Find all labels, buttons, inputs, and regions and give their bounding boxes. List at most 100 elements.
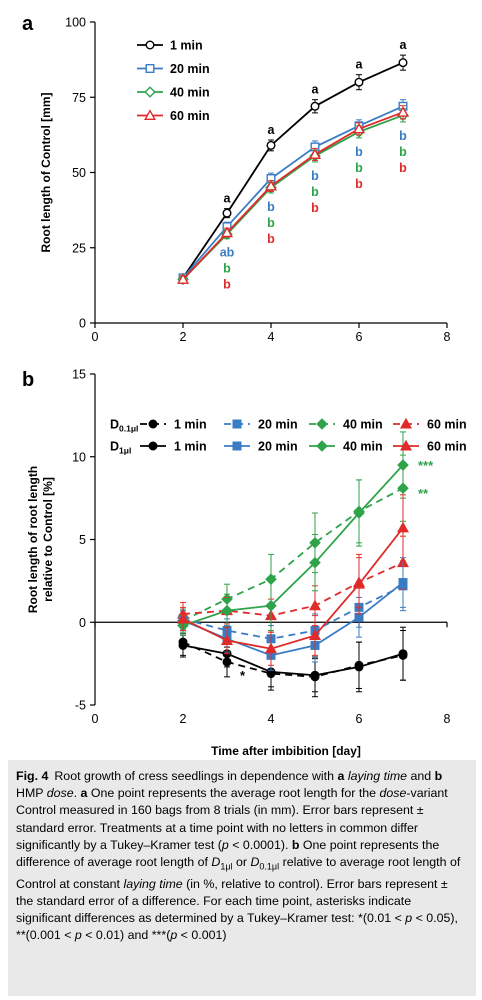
y-tick-label: 10 xyxy=(72,450,86,464)
significance-asterisk: ** xyxy=(418,486,429,501)
significance-letter: b xyxy=(311,185,319,199)
caption-run: p xyxy=(74,928,82,943)
significance-letter: b xyxy=(399,129,407,143)
significance-letter: b xyxy=(311,201,319,215)
caption-run: < 0.05), **(0.001 < xyxy=(16,911,458,943)
x-tick-label: 2 xyxy=(180,330,187,344)
significance-letter: b xyxy=(223,278,231,292)
legend-label: 60 min xyxy=(427,418,467,432)
data-point xyxy=(354,77,364,87)
x-axis-label: Time after imbibition [day] xyxy=(211,744,361,758)
series-line-60-min xyxy=(182,561,404,617)
series-line-20-min xyxy=(182,581,404,657)
caption-run: D xyxy=(211,855,221,870)
data-point xyxy=(398,578,408,588)
data-point xyxy=(265,642,277,654)
legend-label: 60 min xyxy=(427,440,467,454)
legend-row-label: D0.1μl xyxy=(110,418,138,434)
series-line-40-min xyxy=(182,114,404,280)
caption-run: laying time xyxy=(123,876,183,891)
data-point xyxy=(221,634,233,645)
data-point xyxy=(310,101,320,111)
legend-marker xyxy=(400,417,412,429)
x-tick-label: 0 xyxy=(92,330,99,344)
data-point xyxy=(221,604,233,617)
series-line-60-min xyxy=(182,111,404,280)
caption-run: One point represents the average root le… xyxy=(87,786,380,801)
caption-run: -variant Control measured in 160 bags fr… xyxy=(16,786,448,852)
series-line-20-min xyxy=(182,585,404,640)
data-point xyxy=(353,577,365,589)
caption-run: 0.1μl xyxy=(259,861,280,872)
caption-run: relative to average root length of Contr… xyxy=(16,855,461,891)
y-tick-label: 15 xyxy=(72,368,86,382)
legend-label: 40 min xyxy=(170,86,210,100)
legend-marker xyxy=(232,441,242,451)
x-tick-label: 8 xyxy=(444,330,451,344)
legend-marker xyxy=(145,40,155,50)
x-tick-label: 6 xyxy=(356,712,363,726)
series-line-40-min xyxy=(182,487,404,622)
caption-run: 1μl xyxy=(220,861,233,872)
caption-run: p xyxy=(405,911,413,926)
caption-run: . xyxy=(73,786,81,801)
legend-dose-letter: D xyxy=(110,418,119,432)
caption-run: < 0.0001). xyxy=(228,837,292,852)
data-point xyxy=(178,640,188,650)
caption-label: Fig. 4 xyxy=(16,769,49,783)
legend-label: 20 min xyxy=(170,62,210,76)
legend-dose-subscript: 1μl xyxy=(119,446,131,456)
legend-marker xyxy=(316,440,328,452)
y-tick-label: -5 xyxy=(75,699,86,713)
caption-run: a xyxy=(337,769,345,783)
y-axis-label: relative to Control [%] xyxy=(41,477,55,602)
y-tick-label: 25 xyxy=(72,241,86,255)
legend-marker xyxy=(145,63,155,73)
legend-label: 1 min xyxy=(170,39,203,53)
legend-marker xyxy=(148,419,158,429)
legend-label: 1 min xyxy=(174,418,207,432)
y-tick-label: 50 xyxy=(72,166,86,180)
legend-marker xyxy=(144,109,156,121)
significance-letter: a xyxy=(224,192,232,206)
data-point xyxy=(397,459,409,471)
data-point xyxy=(265,599,277,612)
series-line-1-min xyxy=(182,641,404,678)
caption-run: < 0.001) xyxy=(177,928,227,943)
legend-label: 40 min xyxy=(343,418,383,432)
data-point xyxy=(353,122,365,134)
data-point xyxy=(353,507,365,519)
caption-run: p xyxy=(170,928,178,943)
significance-letter: ab xyxy=(220,246,235,260)
significance-letter: a xyxy=(268,123,276,137)
x-tick-label: 0 xyxy=(92,712,99,726)
legend-marker xyxy=(148,441,158,451)
significance-letter: b xyxy=(399,161,407,175)
legend-label: 40 min xyxy=(343,440,383,454)
data-point xyxy=(398,649,408,659)
significance-letter: b xyxy=(311,169,319,183)
y-tick-label: 75 xyxy=(72,91,86,105)
series-line-60-min xyxy=(182,527,404,650)
significance-letter: b xyxy=(399,145,407,159)
data-point xyxy=(266,140,276,150)
x-tick-label: 4 xyxy=(268,330,275,344)
significance-letter: b xyxy=(355,145,363,159)
caption-run: D xyxy=(250,855,260,870)
significance-letter: a xyxy=(312,83,320,97)
y-tick-label: 5 xyxy=(79,533,86,547)
data-point xyxy=(354,612,364,622)
series-line-1-min xyxy=(182,61,404,279)
data-point xyxy=(397,106,409,117)
significance-letter: b xyxy=(267,216,275,230)
legend-marker xyxy=(400,439,412,451)
caption-run: and xyxy=(407,769,435,783)
caption-run: One point represents the difference of a… xyxy=(16,837,440,870)
legend-marker xyxy=(144,86,156,98)
data-point xyxy=(177,273,189,284)
caption-run: dose xyxy=(379,786,407,801)
data-point xyxy=(354,662,364,672)
caption-run: b xyxy=(291,837,300,852)
data-point xyxy=(309,148,321,159)
